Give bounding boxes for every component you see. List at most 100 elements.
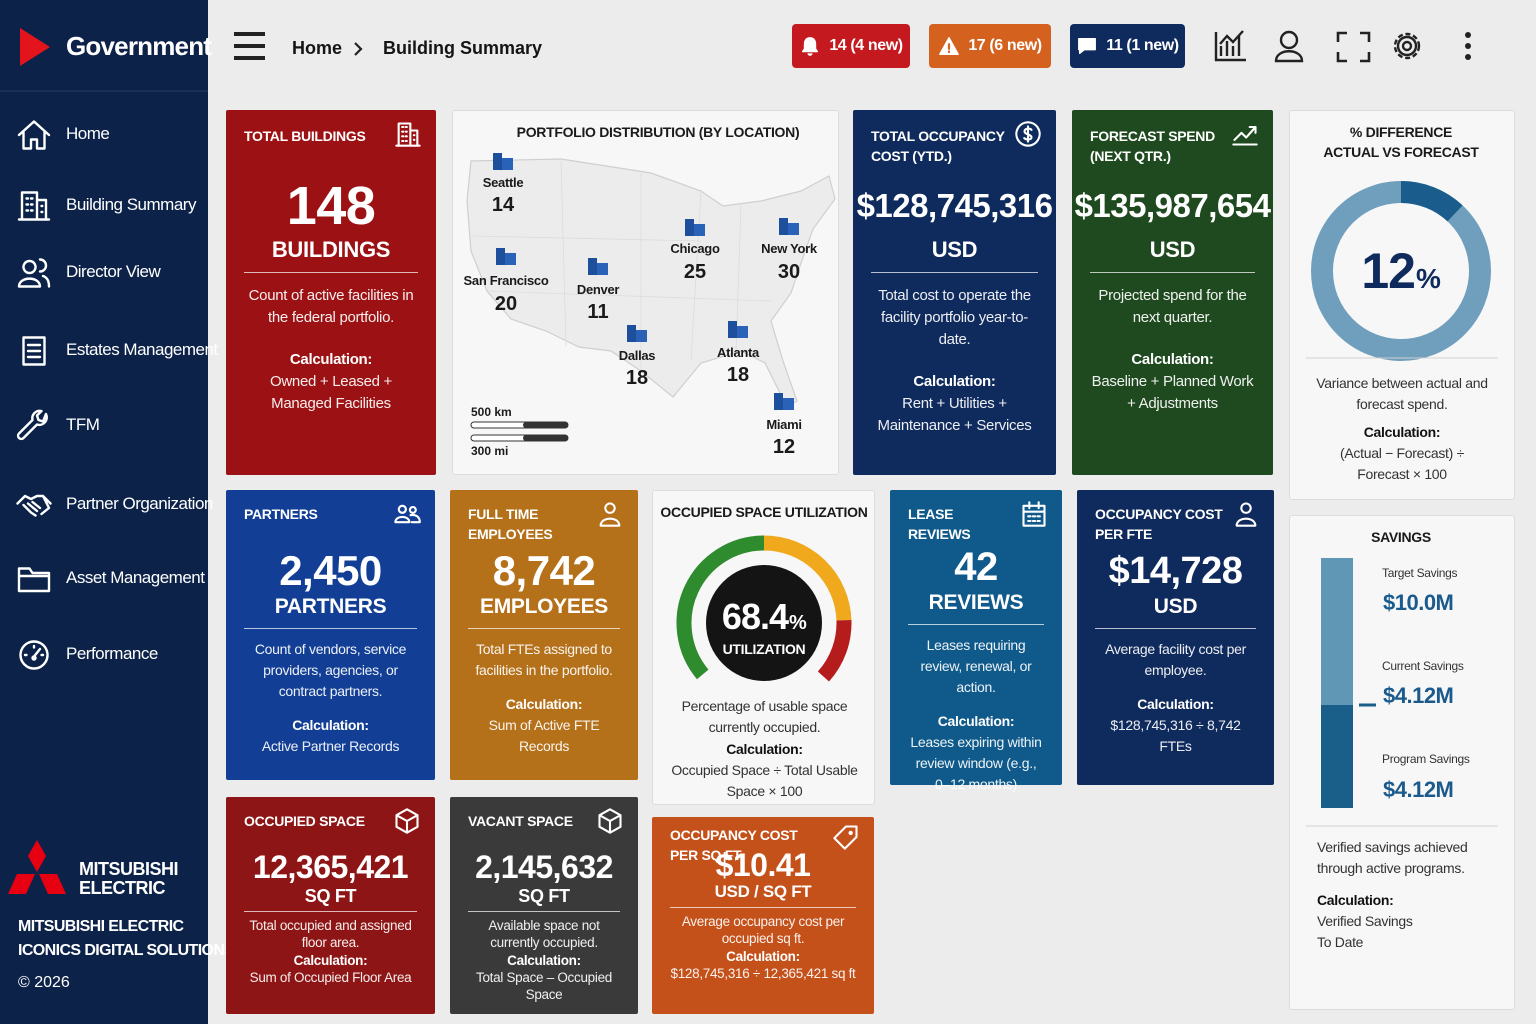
building-shape: [597, 263, 608, 275]
card-unit: BUILDINGS: [271, 237, 391, 262]
nav-icon-shape: [16, 409, 48, 441]
kpi-card: OCCUPANCY COST PER SQ FT $10.41 USD / SQ F…: [652, 817, 874, 1014]
city-name: Miami: [766, 417, 801, 432]
variance-card: % DIFFERENCE ACTUAL VS FORECAST 12% Varianc…: [1289, 110, 1515, 500]
city-count: 30: [778, 261, 800, 283]
brand-name[interactable]: Government: [66, 31, 212, 61]
calc-text: Leases expiring within review window (e.…: [910, 734, 1042, 792]
nav-item[interactable]: Partner Organization: [66, 494, 213, 513]
badge-icon-shape: [1078, 37, 1097, 55]
card-divider: [670, 907, 856, 908]
city-name: Seattle: [483, 175, 524, 190]
calc-text: Owned + Leased + Managed Facilities: [270, 373, 392, 412]
more-icon[interactable]: [1465, 32, 1471, 60]
breadcrumb-item[interactable]: Home: [292, 38, 343, 58]
nav-item[interactable]: Estates Management: [66, 340, 218, 359]
menu-button[interactable]: [226, 26, 276, 66]
building-shape: [505, 253, 516, 265]
card-title: LEASE REVIEWS: [908, 506, 971, 542]
state-line: [560, 160, 567, 347]
nav-icon: [16, 409, 48, 441]
utilization-text: Percentage of usable space currently occ…: [667, 696, 862, 802]
kpi-card: TOTAL OCCUPANCY COST (YTD.) $128,745,316 U…: [853, 110, 1056, 475]
calc-label: Calculation:: [293, 953, 368, 968]
building-marker: [774, 393, 794, 410]
nav-icon: [17, 567, 51, 593]
card-title: PARTNERS: [244, 506, 318, 522]
card-unit: USD: [931, 237, 978, 262]
savings-value: $4.12M: [1383, 777, 1453, 802]
donut-unit: %: [1416, 263, 1441, 294]
badge-text: 17 (6 new): [968, 37, 1042, 54]
card-unit: PARTNERS: [274, 595, 387, 618]
breadcrumb-item[interactable]: Building Summary: [383, 38, 543, 58]
calc-text: $128,745,316 ÷ 8,742 FTEs: [1110, 717, 1241, 754]
card-description: Projected spend for the next quarter.: [1098, 287, 1247, 326]
card-icon-shape: [394, 504, 421, 524]
building-marker: [496, 248, 516, 265]
mitsubishi-logo: [8, 840, 66, 894]
badge-icon-shape: [802, 37, 819, 56]
card-icon: [1232, 125, 1258, 146]
building-shape: [737, 326, 748, 338]
nav-item[interactable]: Performance: [66, 644, 158, 663]
nav-icon-shape: [17, 120, 51, 150]
card-title: OCCUPANCY COST PER SQ FT: [670, 827, 798, 863]
card-divider: [244, 911, 417, 912]
nav-item[interactable]: Director View: [66, 262, 161, 281]
gauge-unit: %: [789, 612, 807, 634]
city-name: Denver: [577, 282, 620, 297]
building-shape: [783, 398, 794, 410]
scale-bar-fill: [523, 422, 568, 428]
card-unit: USD: [1153, 595, 1198, 618]
nav-item[interactable]: Asset Management: [66, 568, 205, 587]
card-icon: [598, 808, 622, 834]
city-count: 11: [587, 301, 608, 323]
notification-badge[interactable]: 14 (4 new): [792, 24, 910, 68]
card-description: Available space not currently occupied.: [488, 918, 600, 950]
donut-value: 12: [1361, 243, 1415, 299]
card-icon: [1022, 501, 1046, 527]
card-description: Percentage of usable space currently occ…: [681, 698, 848, 735]
card-divider: [244, 628, 417, 629]
card-unit: USD: [1149, 237, 1196, 262]
city-name: San Francisco: [464, 273, 549, 288]
nav-item[interactable]: Home: [66, 124, 110, 143]
card-unit: EMPLOYEES: [480, 595, 608, 618]
settings-icon[interactable]: [1393, 32, 1421, 60]
kpi-card: VACANT SPACE 2,145,632 SQ FT Available spac…: [450, 797, 638, 1014]
card-icon-shape: [599, 502, 621, 527]
calc-text: Verified Savings To Date: [1317, 913, 1413, 950]
card-value: 8,742: [492, 547, 596, 594]
analytics-icon[interactable]: [1214, 30, 1246, 62]
card-description: Variance between actual and forecast spe…: [1316, 375, 1488, 412]
nav-icon: [17, 120, 51, 150]
fullscreen-icon[interactable]: [1336, 31, 1371, 63]
building-shape: [779, 218, 788, 235]
user-icon[interactable]: [1274, 30, 1304, 63]
notification-badge[interactable]: 11 (1 new): [1070, 24, 1185, 68]
savings-value: $4.12M: [1383, 683, 1453, 708]
calc-text: Active Partner Records: [261, 738, 400, 754]
nav-item[interactable]: Building Summary: [66, 195, 196, 214]
calc-label: Calculation:: [726, 741, 803, 757]
nav-icon-shape: [19, 640, 49, 670]
kpi-card: PARTNERS 2,450 PARTNERS Count of vendors, s…: [226, 490, 435, 780]
card-icon-shape: [1232, 125, 1258, 146]
card-icon-shape: [395, 122, 421, 147]
card-icon-shape: [1022, 501, 1046, 527]
savings-label: Current Savings: [1382, 659, 1464, 673]
nav-icon: [16, 494, 52, 517]
notification-badge[interactable]: 17 (6 new): [929, 24, 1051, 68]
calc-label: Calculation:: [1363, 424, 1441, 440]
city-count: 25: [684, 261, 706, 283]
badge-icon: [1078, 37, 1097, 55]
building-shape: [636, 330, 647, 342]
map-canvas: PORTFOLIO DISTRIBUTION (BY LOCATION) Seat…: [464, 124, 836, 458]
building-shape: [627, 325, 636, 342]
kpi-card: FORECAST SPEND (NEXT QTR.) $135,987,654 US…: [1072, 110, 1273, 475]
card-title: TOTAL BUILDINGS: [244, 128, 366, 144]
nav-item[interactable]: TFM: [66, 415, 100, 434]
card-title: FORECAST SPEND (NEXT QTR.): [1090, 128, 1215, 164]
calc-text: Rent + Utilities + Maintenance + Service…: [877, 395, 1032, 434]
